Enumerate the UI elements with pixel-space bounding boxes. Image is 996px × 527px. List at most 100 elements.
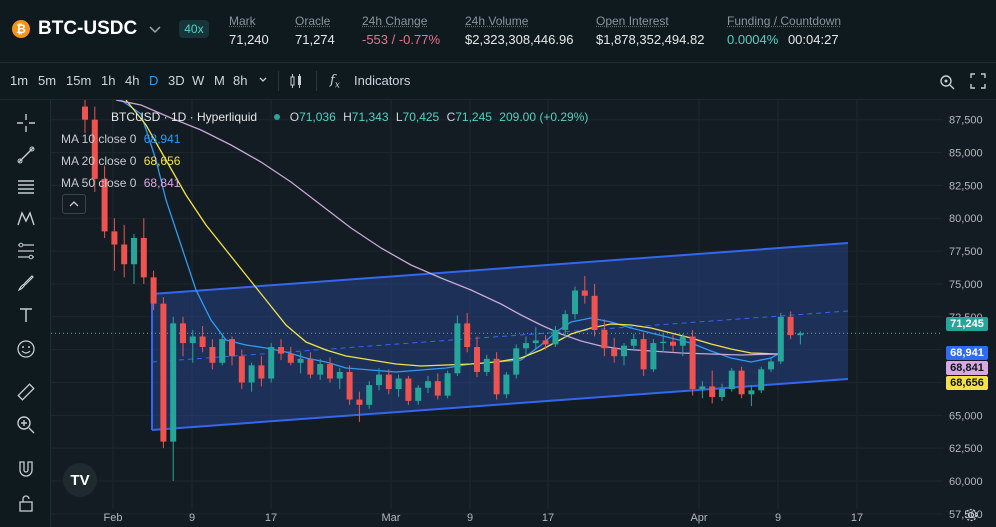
price-tick-label: 87,500 <box>949 115 983 127</box>
time-tick-label: Feb <box>104 512 123 524</box>
ma-value: 68,941 <box>143 132 181 146</box>
candle-body <box>209 347 216 363</box>
candle-body <box>630 339 637 346</box>
timeframe-d[interactable]: D <box>149 73 159 88</box>
stat-label: 24h Volume <box>465 14 529 28</box>
timeframe-8h[interactable]: 8h <box>233 73 248 88</box>
candle-body <box>483 358 490 372</box>
price-chart[interactable]: 87,50085,00082,50080,00077,50075,00072,5… <box>51 100 996 527</box>
timeframe-chevron-icon[interactable] <box>258 73 268 88</box>
timeframe-5m[interactable]: 5m <box>38 73 57 88</box>
candle-body <box>581 290 588 296</box>
candle-body <box>758 369 765 391</box>
candle-body <box>327 364 333 379</box>
horizontal-lines-icon[interactable] <box>14 175 38 199</box>
text-icon[interactable] <box>14 303 38 327</box>
candle-body <box>532 340 539 344</box>
candle-body <box>336 371 343 379</box>
timeframe-w[interactable]: W <box>192 73 205 88</box>
price-tick-label: 57,500 <box>949 509 983 521</box>
ma-label: MA 50 close 0 <box>61 176 137 190</box>
ohlc-high: H71,343 <box>343 110 389 124</box>
time-axis: Feb 9 17 Mar 9 17 Apr 9 17 <box>104 512 864 524</box>
candle-body <box>572 290 578 315</box>
candle-type-icon[interactable] <box>288 73 304 92</box>
candle-body <box>464 323 471 348</box>
candle-body <box>268 347 275 379</box>
candle-body <box>366 385 373 405</box>
candle-body <box>150 277 157 304</box>
emoji-icon[interactable] <box>14 337 38 361</box>
stat-value: 71,274 <box>295 32 335 47</box>
market-header: ₿ BTC-USDC 40x Mark 71,240 Oracle 71,274… <box>0 0 996 63</box>
ma-value: 68,656 <box>143 154 181 168</box>
collapse-legend-button[interactable] <box>62 194 86 214</box>
stat-mark: Mark 71,240 <box>229 14 269 47</box>
chart-canvas[interactable]: 87,50085,00082,50080,00077,50075,00072,5… <box>51 100 996 527</box>
price-tag: 71,245 <box>946 317 988 331</box>
candle-body <box>640 339 647 370</box>
candle-body <box>552 329 559 345</box>
settings-gear-icon[interactable] <box>964 508 978 522</box>
candle-body <box>219 339 226 363</box>
ruler-icon[interactable] <box>14 380 38 404</box>
chevron-down-icon[interactable] <box>149 21 161 37</box>
candle-body <box>591 295 598 330</box>
brush-icon[interactable] <box>14 271 38 295</box>
crosshair-icon[interactable] <box>14 111 38 135</box>
candle-body <box>621 345 627 357</box>
legend-ma20[interactable]: MA 20 close 0 68,656 <box>61 154 180 168</box>
candle-body <box>601 329 608 349</box>
trend-line-icon[interactable] <box>14 143 38 167</box>
candle-body <box>797 333 804 336</box>
legend-ma50[interactable]: MA 50 close 0 68,841 <box>61 176 180 190</box>
time-tick-label: 9 <box>467 512 473 524</box>
candle-body <box>189 336 196 344</box>
toolbar-divider <box>278 71 279 91</box>
candle-body <box>493 358 500 395</box>
timeframe-m[interactable]: M <box>214 73 225 88</box>
candle-body <box>238 356 245 383</box>
time-tick-label: 17 <box>851 512 863 524</box>
candle-body <box>287 353 294 363</box>
ma-label: MA 10 close 0 <box>61 132 137 146</box>
candle-body <box>170 323 177 442</box>
indicators-button[interactable]: Indicators <box>354 73 411 88</box>
candle-body <box>454 323 461 374</box>
tradingview-logo[interactable]: TV <box>63 463 97 497</box>
candle-body <box>229 339 235 357</box>
leverage-badge[interactable]: 40x <box>179 20 209 38</box>
time-tick-label: 17 <box>265 512 277 524</box>
channel-upper-line <box>151 242 849 295</box>
timeframe-4h[interactable]: 4h <box>125 73 140 88</box>
candle-body <box>91 119 98 179</box>
timeframe-3d[interactable]: 3D <box>168 73 185 88</box>
candle-body <box>611 348 618 357</box>
stat-label: Mark <box>229 14 256 28</box>
legend-ma10[interactable]: MA 10 close 0 68,941 <box>61 132 180 146</box>
magnet-icon[interactable] <box>14 457 38 481</box>
candle-body <box>444 373 451 396</box>
pattern-icon[interactable] <box>14 207 38 231</box>
price-tag: 68,941 <box>946 346 988 360</box>
channel-fill <box>152 243 848 430</box>
candle-body <box>689 336 696 390</box>
candle-body <box>317 364 324 375</box>
stat-value: 0.0004% 00:04:27 <box>727 32 841 47</box>
candle-body <box>111 231 118 245</box>
fullscreen-icon[interactable] <box>970 73 986 92</box>
stat-funding: Funding / Countdown 0.0004% 00:04:27 <box>727 14 841 47</box>
lock-drawing-icon[interactable] <box>14 491 38 515</box>
timeframe-15m[interactable]: 15m <box>66 73 92 88</box>
pair-selector[interactable]: ₿ BTC-USDC 40x <box>12 18 209 40</box>
candle-body <box>777 316 784 362</box>
candle-body <box>160 303 167 442</box>
fx-icon[interactable]: fx <box>330 73 340 91</box>
fib-icon[interactable] <box>14 239 38 263</box>
candle-body <box>346 371 353 400</box>
price-tick-label: 77,500 <box>949 246 983 258</box>
timeframe-1m[interactable]: 1m <box>10 73 29 88</box>
zoom-in-icon[interactable] <box>14 413 38 437</box>
timeframe-1h[interactable]: 1h <box>101 73 116 88</box>
screenshot-icon[interactable] <box>938 73 956 94</box>
